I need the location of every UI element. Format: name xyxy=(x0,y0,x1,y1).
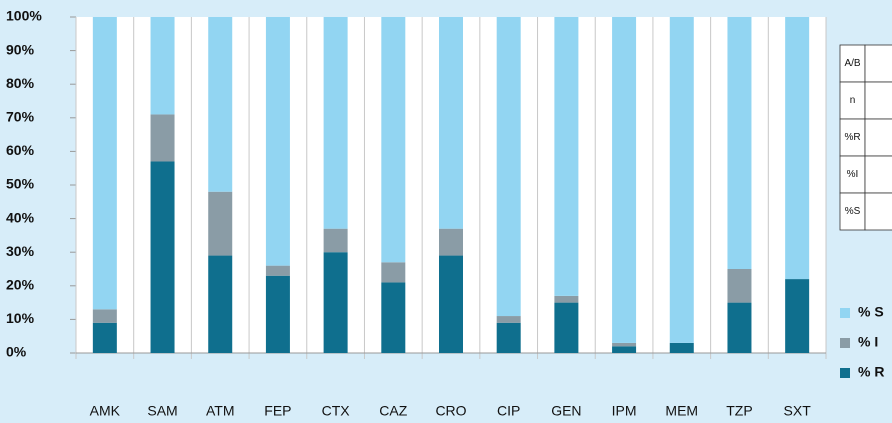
y-tick-label: 40% xyxy=(6,209,35,225)
x-tick-label: FEP xyxy=(264,403,291,419)
bar-segment xyxy=(208,17,233,192)
bar-segment xyxy=(381,262,406,283)
y-tick-label: 100% xyxy=(6,8,42,24)
y-tick-label: 60% xyxy=(6,142,35,158)
bar-segment xyxy=(92,322,117,353)
bar-segment xyxy=(265,275,290,353)
bar-segment xyxy=(439,255,463,353)
legend-label: % S xyxy=(858,304,884,320)
bar-segment xyxy=(669,17,694,343)
bar-segment xyxy=(208,255,233,353)
bar-segment xyxy=(554,17,579,296)
bar-segment xyxy=(554,302,579,353)
bar-segment xyxy=(554,295,579,303)
bar-segment xyxy=(727,269,752,303)
legend-label: % I xyxy=(858,334,878,350)
legend-swatch xyxy=(840,308,850,318)
bar-segment xyxy=(439,17,463,229)
bar-segment xyxy=(92,309,117,323)
table-cell xyxy=(839,44,866,83)
y-tick-label: 70% xyxy=(6,109,35,125)
y-tick-label: 50% xyxy=(6,176,35,192)
table-cell xyxy=(864,192,892,231)
y-tick-label: 0% xyxy=(6,344,27,360)
bar-segment xyxy=(265,265,290,276)
y-tick-label: 20% xyxy=(6,277,35,293)
x-tick-label: IPM xyxy=(612,403,637,419)
table-row-label: %R xyxy=(844,132,860,143)
bar-segment xyxy=(92,17,117,310)
bar-segment xyxy=(785,279,810,353)
table-row-label: %I xyxy=(847,169,859,180)
table-cell xyxy=(839,81,866,120)
bar-segment xyxy=(612,342,637,347)
y-tick-label: 30% xyxy=(6,243,35,259)
x-tick-label: GEN xyxy=(551,403,581,419)
bar-segment xyxy=(785,17,810,280)
bar-segment xyxy=(381,17,406,263)
bar-segment xyxy=(265,17,290,266)
bar-segment xyxy=(208,191,233,256)
bar-segment xyxy=(323,252,348,353)
table-row-label: A/B xyxy=(844,58,860,69)
table-cell xyxy=(839,155,866,194)
table-cell xyxy=(864,44,892,83)
x-tick-label: SXT xyxy=(784,403,812,419)
legend-swatch xyxy=(840,368,850,378)
y-tick-label: 90% xyxy=(6,41,35,57)
x-tick-label: MEM xyxy=(665,403,698,419)
bar-segment xyxy=(150,114,175,162)
legend-swatch xyxy=(840,338,850,348)
table-row-label: %S xyxy=(845,206,861,217)
bar-segment xyxy=(150,161,175,353)
y-tick-label: 10% xyxy=(6,310,35,326)
x-tick-label: CRO xyxy=(435,403,466,419)
table-cell xyxy=(864,118,892,157)
x-tick-label: CTX xyxy=(322,403,351,419)
bar-segment xyxy=(612,346,637,353)
y-tick-label: 80% xyxy=(6,75,35,91)
table-cell xyxy=(839,192,866,231)
bar-segment xyxy=(439,228,463,256)
bar-segment xyxy=(323,17,348,229)
bar-segment xyxy=(381,282,406,353)
bar-segment xyxy=(727,17,752,269)
bar-segment xyxy=(727,302,752,353)
x-tick-label: CAZ xyxy=(379,403,407,419)
table-cell xyxy=(864,155,892,194)
x-tick-label: CIP xyxy=(497,403,520,419)
legend-label: % R xyxy=(858,364,884,380)
bar-segment xyxy=(496,322,521,353)
x-tick-label: AMK xyxy=(90,403,121,419)
x-tick-label: ATM xyxy=(206,403,235,419)
bar-segment xyxy=(496,316,521,323)
bar-segment xyxy=(323,228,348,253)
x-tick-label: TZP xyxy=(726,403,752,419)
bar-segment xyxy=(150,17,175,115)
table-row-label: n xyxy=(850,95,856,106)
x-tick-label: SAM xyxy=(147,403,177,419)
bar-segment xyxy=(496,17,521,317)
table-cell xyxy=(864,81,892,120)
bar-segment xyxy=(612,17,637,343)
bar-segment xyxy=(669,342,694,353)
